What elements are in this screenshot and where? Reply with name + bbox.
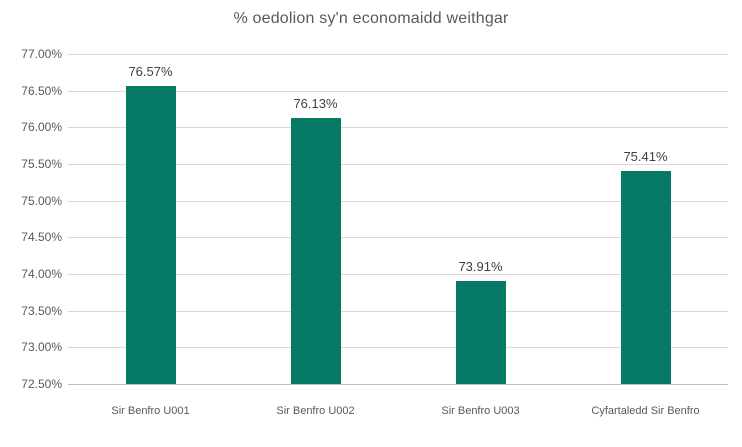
y-axis-tick-label: 74.00%	[21, 267, 62, 281]
x-axis-category-label: Sir Benfro U002	[276, 405, 355, 417]
y-axis-tick-label: 72.50%	[21, 377, 62, 391]
bar-value-label: 76.57%	[128, 63, 173, 79]
y-axis-tick-label: 76.00%	[21, 120, 62, 135]
gridline	[68, 90, 728, 92]
bar-value-label: 76.13%	[293, 95, 338, 111]
x-axis-category-label: Sir Benfro U001	[111, 405, 190, 417]
gridline	[68, 237, 728, 239]
x-axis-category-label: Sir Benfro U003	[441, 405, 520, 417]
bar	[455, 280, 506, 384]
gridline	[68, 127, 728, 129]
y-axis-tick-label: 74.50%	[21, 230, 62, 245]
y-axis-tick-label: 75.50%	[21, 157, 62, 171]
bar	[620, 170, 671, 384]
gridline	[68, 274, 728, 275]
gridline	[68, 310, 728, 312]
chart-title: % oedolion sy'n economaidd weithgar	[233, 10, 509, 27]
gridline	[68, 200, 728, 202]
x-axis: Sir Benfro U001 Sir Benfro U002 Sir Benfro…	[68, 404, 728, 422]
bar	[290, 117, 341, 384]
plot-area: 76.57% 76.13% 73.91% 75.41%	[68, 54, 728, 385]
y-axis-tick-label: 75.00%	[21, 193, 62, 208]
y-axis-tick-label: 77.00%	[21, 47, 62, 61]
gridline	[68, 347, 728, 349]
bar-value-label: 73.91%	[458, 258, 503, 274]
gridline	[68, 54, 728, 55]
y-axis-tick-label: 76.50%	[21, 83, 62, 98]
x-axis-category-label: Cyfartaledd Sir Benfro	[591, 405, 700, 417]
gridline	[68, 164, 728, 165]
bar	[125, 85, 176, 384]
bar-value-label: 75.41%	[623, 148, 668, 164]
y-axis-tick-label: 73.00%	[21, 340, 62, 355]
y-axis-tick-label: 73.50%	[21, 303, 62, 318]
